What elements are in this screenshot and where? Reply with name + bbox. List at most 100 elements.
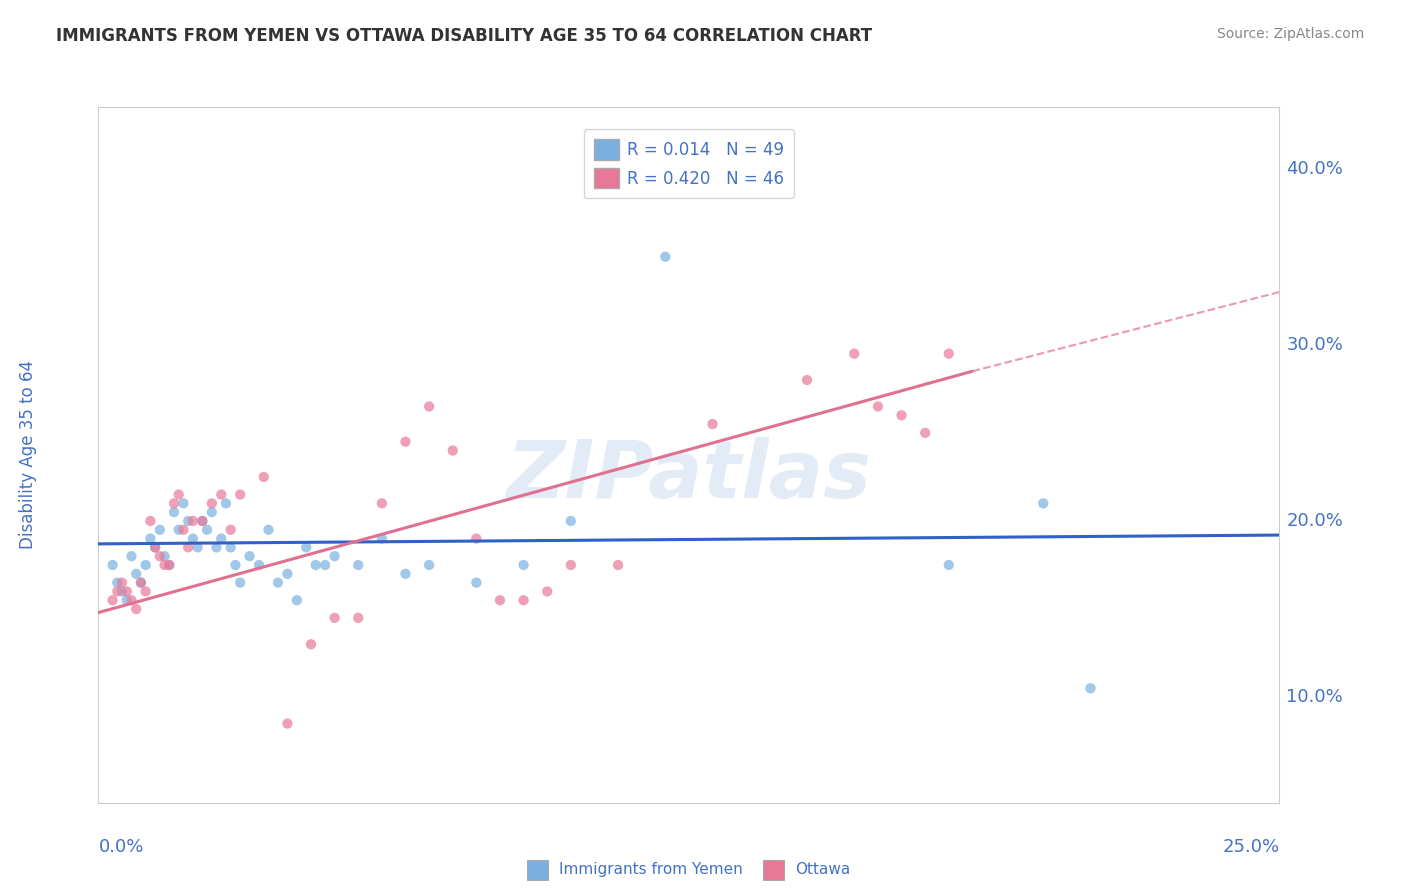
Point	[560, 558, 582, 572]
Point	[890, 409, 912, 423]
Point	[512, 593, 534, 607]
Point	[139, 532, 162, 546]
Point	[247, 558, 270, 572]
Text: Immigrants from Yemen: Immigrants from Yemen	[560, 863, 742, 877]
Point	[125, 602, 148, 616]
Point	[209, 532, 232, 546]
Point	[229, 575, 252, 590]
Text: 0.0%: 0.0%	[98, 838, 143, 856]
Text: Ottawa: Ottawa	[796, 863, 851, 877]
Point	[938, 346, 960, 360]
Point	[441, 443, 464, 458]
Point	[105, 584, 128, 599]
Point	[371, 532, 394, 546]
Point	[201, 505, 224, 519]
Point	[201, 496, 224, 510]
Point	[702, 417, 724, 431]
Point	[305, 558, 328, 572]
Point	[105, 575, 128, 590]
Point	[101, 593, 124, 607]
Point	[125, 566, 148, 581]
Text: 20.0%: 20.0%	[1286, 512, 1343, 530]
Point	[512, 558, 534, 572]
Point	[135, 558, 157, 572]
Text: 10.0%: 10.0%	[1286, 688, 1343, 706]
Text: 30.0%: 30.0%	[1286, 335, 1343, 354]
Point	[914, 425, 936, 440]
Text: Source: ZipAtlas.com: Source: ZipAtlas.com	[1216, 27, 1364, 41]
Point	[219, 541, 242, 555]
Point	[224, 558, 246, 572]
Point	[607, 558, 630, 572]
Point	[418, 558, 440, 572]
Point	[209, 487, 232, 501]
Point	[115, 593, 138, 607]
Point	[938, 558, 960, 572]
Point	[181, 532, 204, 546]
Point	[394, 434, 416, 449]
Point	[135, 584, 157, 599]
Point	[314, 558, 336, 572]
Point	[111, 584, 134, 599]
Point	[143, 541, 166, 555]
Point	[149, 549, 172, 564]
Point	[347, 611, 370, 625]
Point	[195, 523, 218, 537]
Point	[172, 523, 194, 537]
Point	[299, 637, 322, 651]
Point	[149, 523, 172, 537]
Point	[143, 541, 166, 555]
Point	[139, 514, 162, 528]
Point	[163, 505, 186, 519]
Point	[654, 250, 676, 264]
Text: IMMIGRANTS FROM YEMEN VS OTTAWA DISABILITY AGE 35 TO 64 CORRELATION CHART: IMMIGRANTS FROM YEMEN VS OTTAWA DISABILI…	[56, 27, 872, 45]
Point	[172, 496, 194, 510]
Point	[157, 558, 180, 572]
Point	[129, 575, 152, 590]
Point	[276, 566, 298, 581]
Point	[285, 593, 308, 607]
Point	[167, 523, 190, 537]
Point	[465, 532, 488, 546]
Point	[347, 558, 370, 572]
Point	[177, 514, 200, 528]
Point	[560, 514, 582, 528]
Point	[276, 716, 298, 731]
Point	[181, 514, 204, 528]
Point	[101, 558, 124, 572]
Point	[205, 541, 228, 555]
Point	[177, 541, 200, 555]
Text: ZIPatlas: ZIPatlas	[506, 437, 872, 515]
Point	[465, 575, 488, 590]
Point	[371, 496, 394, 510]
Point	[323, 611, 346, 625]
Point	[394, 566, 416, 581]
Point	[153, 558, 176, 572]
Point	[153, 549, 176, 564]
Text: Disability Age 35 to 64: Disability Age 35 to 64	[20, 360, 37, 549]
Point	[418, 400, 440, 414]
Text: 25.0%: 25.0%	[1222, 838, 1279, 856]
Point	[295, 541, 318, 555]
Point	[191, 514, 214, 528]
Point	[129, 575, 152, 590]
Point	[111, 575, 134, 590]
Point	[1080, 681, 1102, 696]
Point	[536, 584, 558, 599]
Point	[219, 523, 242, 537]
Point	[239, 549, 262, 564]
Point	[796, 373, 818, 387]
Point	[215, 496, 238, 510]
Text: 40.0%: 40.0%	[1286, 160, 1343, 178]
Point	[187, 541, 209, 555]
Point	[489, 593, 512, 607]
Point	[229, 487, 252, 501]
Point	[1032, 496, 1054, 510]
Point	[191, 514, 214, 528]
Point	[163, 496, 186, 510]
Point	[115, 584, 138, 599]
Point	[167, 487, 190, 501]
Point	[866, 400, 889, 414]
Point	[121, 593, 143, 607]
Point	[157, 558, 180, 572]
